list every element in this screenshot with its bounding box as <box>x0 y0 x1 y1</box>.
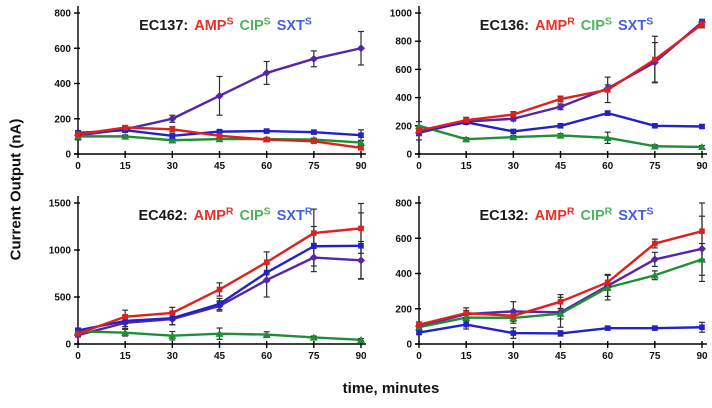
series-markers-control <box>74 44 365 140</box>
svg-text:0: 0 <box>65 340 71 351</box>
svg-text:200: 200 <box>54 114 71 125</box>
svg-text:0: 0 <box>416 351 422 362</box>
series-markers-control <box>74 253 365 340</box>
error-bars <box>416 18 705 149</box>
svg-text:45: 45 <box>214 161 226 172</box>
axes <box>415 196 707 348</box>
svg-text:1000: 1000 <box>49 246 72 257</box>
svg-text:0: 0 <box>75 351 81 362</box>
axes <box>74 6 366 158</box>
svg-text:45: 45 <box>555 351 567 362</box>
svg-text:30: 30 <box>508 351 520 362</box>
chart-panel-top-right: 0 200 400 600 800 1000 0 15 30 45 60 75 90 EC136: AMPR… <box>390 6 708 173</box>
series-line-AMP <box>76 227 363 335</box>
svg-text:400: 400 <box>54 79 71 90</box>
panel-title: EC136: AMPR CIPS SXTS <box>480 16 653 35</box>
panel-title: EC137: AMPS CIPS SXTS <box>139 16 312 35</box>
svg-text:800: 800 <box>395 199 412 210</box>
chart-panel-bottom-right: 0 200 400 600 800 0 15 30 45 60 75 90 EC132: AMPR CIPR… <box>395 196 708 363</box>
tick-labels: 0 200 400 600 800 1000 0 15 30 45 60 75 90 <box>390 9 708 173</box>
chart-panel-bottom-left: 0 500 1000 1500 0 15 30 45 60 75 90 EC462: AMPR CIPS S… <box>49 196 367 363</box>
svg-text:90: 90 <box>355 351 367 362</box>
svg-text:0: 0 <box>416 161 422 172</box>
tick-labels: 0 200 400 600 800 0 15 30 45 60 75 90 <box>54 9 367 173</box>
svg-text:75: 75 <box>308 351 320 362</box>
svg-text:30: 30 <box>167 161 179 172</box>
svg-text:90: 90 <box>696 351 708 362</box>
series-markers-SXT <box>75 242 364 334</box>
svg-text:15: 15 <box>461 351 473 362</box>
svg-text:60: 60 <box>602 161 614 172</box>
chart-panel-top-left: 0 200 400 600 800 0 15 30 45 60 75 90 EC137: AMPS CIPS… <box>54 6 367 173</box>
svg-text:0: 0 <box>65 150 71 161</box>
svg-text:60: 60 <box>602 351 614 362</box>
charts-grid: 0 200 400 600 800 0 15 30 45 60 75 90 EC137: AMPS CIPS… <box>30 0 712 380</box>
svg-text:45: 45 <box>214 351 226 362</box>
svg-text:90: 90 <box>696 161 708 172</box>
svg-text:75: 75 <box>649 351 661 362</box>
series-markers-SXT <box>416 321 705 337</box>
svg-text:30: 30 <box>167 351 179 362</box>
series-markers-AMP <box>75 225 364 337</box>
series-line-AMP <box>417 23 704 132</box>
axes <box>74 196 366 348</box>
svg-text:60: 60 <box>261 351 273 362</box>
svg-text:500: 500 <box>54 293 71 304</box>
svg-text:30: 30 <box>508 161 520 172</box>
series-markers-control <box>415 18 706 137</box>
x-axis-label: time, minutes <box>342 380 440 397</box>
svg-text:600: 600 <box>54 44 71 55</box>
panel-title: EC132: AMPR CIPR SXTS <box>480 206 654 225</box>
series-markers-AMP <box>75 124 364 151</box>
svg-text:15: 15 <box>120 351 132 362</box>
svg-text:400: 400 <box>395 269 412 280</box>
svg-text:1000: 1000 <box>390 9 413 20</box>
panel-title: EC462: AMPR CIPS SXTR <box>139 206 313 225</box>
svg-text:15: 15 <box>120 161 132 172</box>
y-axis-label-wrap: Current Output (nA) <box>0 0 32 378</box>
svg-text:600: 600 <box>395 234 412 245</box>
svg-text:400: 400 <box>395 93 412 104</box>
svg-text:1500: 1500 <box>49 199 72 210</box>
svg-text:0: 0 <box>406 340 412 351</box>
svg-text:15: 15 <box>461 161 473 172</box>
svg-text:800: 800 <box>395 37 412 48</box>
y-axis-label: Current Output (nA) <box>7 118 25 260</box>
svg-text:800: 800 <box>54 9 71 20</box>
svg-text:45: 45 <box>555 161 567 172</box>
svg-text:60: 60 <box>261 161 273 172</box>
svg-text:200: 200 <box>395 304 412 315</box>
series-markers-AMP <box>416 228 705 328</box>
tick-labels: 0 500 1000 1500 0 15 30 45 60 75 90 <box>49 199 367 363</box>
tick-labels: 0 200 400 600 800 0 15 30 45 60 75 90 <box>395 199 708 363</box>
series-markers-CIP <box>415 255 706 331</box>
svg-text:0: 0 <box>75 161 81 172</box>
svg-text:75: 75 <box>649 161 661 172</box>
svg-text:90: 90 <box>355 161 367 172</box>
svg-text:200: 200 <box>395 121 412 132</box>
series-markers-CIP <box>415 122 706 151</box>
series-markers-AMP <box>416 21 705 134</box>
svg-text:75: 75 <box>308 161 320 172</box>
svg-text:0: 0 <box>406 150 412 161</box>
series-line-control <box>417 20 704 135</box>
svg-text:600: 600 <box>395 65 412 76</box>
